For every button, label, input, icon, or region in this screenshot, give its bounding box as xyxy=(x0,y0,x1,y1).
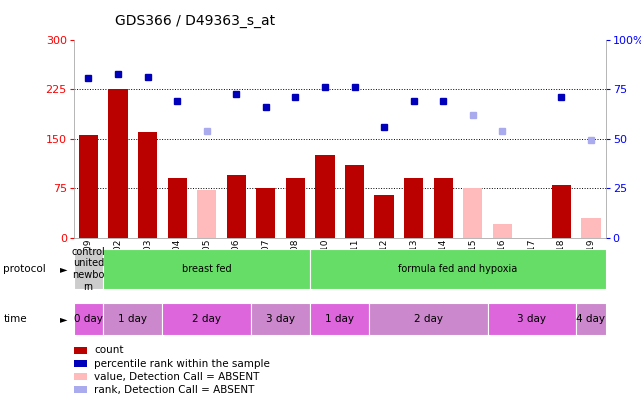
Text: value, Detection Call = ABSENT: value, Detection Call = ABSENT xyxy=(94,371,260,382)
Bar xyxy=(463,188,482,238)
Bar xyxy=(227,175,246,238)
Bar xyxy=(103,303,162,335)
Bar xyxy=(576,303,606,335)
Text: GDS366 / D49363_s_at: GDS366 / D49363_s_at xyxy=(115,14,276,28)
Bar xyxy=(369,303,488,335)
Bar xyxy=(74,303,103,335)
Bar xyxy=(138,132,157,238)
Bar xyxy=(374,195,394,238)
Text: 2 day: 2 day xyxy=(192,314,221,324)
Text: time: time xyxy=(3,314,27,324)
Bar xyxy=(433,178,453,238)
Bar xyxy=(488,303,576,335)
Bar xyxy=(251,303,310,335)
Text: protocol: protocol xyxy=(3,264,46,274)
Bar xyxy=(162,303,251,335)
Bar xyxy=(197,190,216,238)
Text: 1 day: 1 day xyxy=(325,314,354,324)
Text: count: count xyxy=(94,345,124,356)
Text: ►: ► xyxy=(60,314,67,324)
Bar xyxy=(345,165,364,238)
Bar xyxy=(493,225,512,238)
Bar xyxy=(310,249,606,289)
Text: formula fed and hypoxia: formula fed and hypoxia xyxy=(398,264,517,274)
Bar xyxy=(108,89,128,238)
Text: ►: ► xyxy=(60,264,67,274)
Bar xyxy=(256,188,276,238)
Bar xyxy=(74,249,103,289)
Text: 2 day: 2 day xyxy=(414,314,443,324)
Text: 1 day: 1 day xyxy=(119,314,147,324)
Text: control
united
newbo
rn: control united newbo rn xyxy=(72,247,105,292)
Bar xyxy=(167,178,187,238)
Bar xyxy=(103,249,310,289)
Text: rank, Detection Call = ABSENT: rank, Detection Call = ABSENT xyxy=(94,385,254,395)
Text: breast fed: breast fed xyxy=(182,264,231,274)
Bar xyxy=(79,135,98,238)
Text: 3 day: 3 day xyxy=(266,314,295,324)
Bar xyxy=(404,178,423,238)
Bar xyxy=(581,218,601,238)
Text: 0 day: 0 day xyxy=(74,314,103,324)
Text: 3 day: 3 day xyxy=(517,314,546,324)
Bar xyxy=(552,185,571,238)
Bar xyxy=(286,178,305,238)
Bar xyxy=(315,155,335,238)
Text: percentile rank within the sample: percentile rank within the sample xyxy=(94,358,270,369)
Bar xyxy=(310,303,369,335)
Text: 4 day: 4 day xyxy=(576,314,606,324)
